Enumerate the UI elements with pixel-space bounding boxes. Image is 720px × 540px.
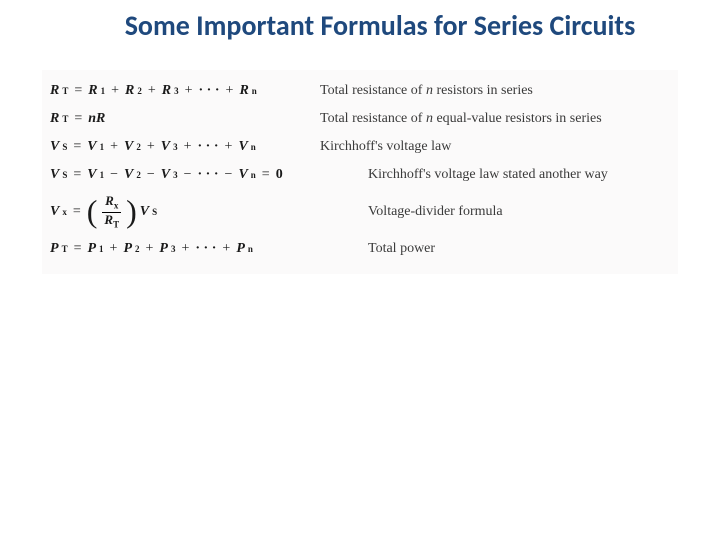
- formula-row: PT=P1+P2+P3+· · ·+PnTotal power: [50, 236, 670, 262]
- formula-description: Voltage-divider formula: [310, 204, 503, 220]
- formula-row: RT=nRTotal resistance of n equal-value r…: [50, 106, 670, 132]
- page-title: Some Important Formulas for Series Circu…: [0, 0, 720, 42]
- formula-expression: RT=R1+R2+R3+· · ·+Rn: [50, 83, 310, 99]
- formula-table: RT=R1+R2+R3+· · ·+RnTotal resistance of …: [42, 70, 678, 274]
- formula-description: Total power: [310, 241, 435, 257]
- formula-row: VS=V1+V2+V3+· · ·+VnKirchhoff's voltage …: [50, 134, 670, 160]
- formula-row: Vx=(RxRT)VSVoltage-divider formula: [50, 190, 670, 234]
- formula-row: VS=V1−V2−V3−· · ·−Vn=0Kirchhoff's voltag…: [50, 162, 670, 188]
- formula-description: Total resistance of n equal-value resist…: [310, 111, 602, 127]
- formula-row: RT=R1+R2+R3+· · ·+RnTotal resistance of …: [50, 78, 670, 104]
- formula-description: Kirchhoff's voltage law stated another w…: [310, 167, 608, 183]
- formula-description: Kirchhoff's voltage law: [310, 139, 451, 155]
- formula-description: Total resistance of n resistors in serie…: [310, 83, 533, 99]
- formula-expression: VS=V1−V2−V3−· · ·−Vn=0: [50, 167, 310, 183]
- formula-expression: PT=P1+P2+P3+· · ·+Pn: [50, 241, 310, 257]
- formula-expression: Vx=(RxRT)VS: [50, 194, 310, 230]
- formula-expression: RT=nR: [50, 111, 310, 127]
- formula-expression: VS=V1+V2+V3+· · ·+Vn: [50, 139, 310, 155]
